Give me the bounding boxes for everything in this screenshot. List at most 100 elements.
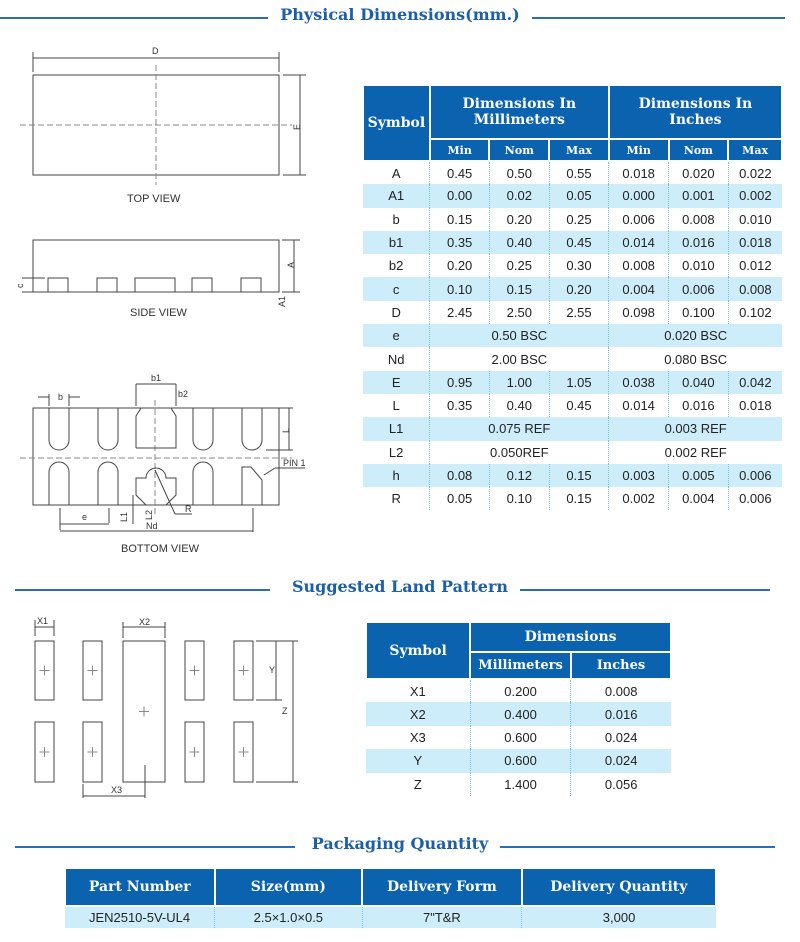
dim-label-b1: b1 <box>151 373 161 383</box>
value-cell: 0.004 <box>608 277 669 301</box>
value-cell: 0.20 <box>548 277 609 301</box>
value-cell: 0.008 <box>668 207 729 231</box>
value-cell: 0.12 <box>488 463 550 488</box>
value-cell: 0.008 <box>570 679 671 703</box>
bottom-view-body <box>32 407 280 506</box>
value-cell: 3,000 <box>521 906 716 928</box>
value-cell: 2.5×1.0×0.5 <box>214 906 363 928</box>
subheader-max: Max <box>727 138 783 162</box>
value-cell: 0.014 <box>608 230 669 255</box>
value-cell: 0.016 <box>668 393 729 418</box>
value-cell: 0.15 <box>548 487 609 511</box>
pad-center-cross-icon <box>238 747 249 757</box>
value-cell: 0.600 <box>469 749 571 773</box>
subheader-max: Max <box>548 138 610 162</box>
header-size-mm-: Size(mm) <box>213 867 364 907</box>
value-cell: 0.15 <box>488 277 550 301</box>
table-row: b2 0.20 0.25 0.30 0.008 0.010 0.012 <box>363 254 782 278</box>
land-label-x1: X1 <box>37 616 48 626</box>
table-row: b 0.15 0.20 0.25 0.006 0.008 0.010 <box>363 207 782 231</box>
header-symbol: Symbol <box>364 621 472 680</box>
value-cell: 0.50 <box>488 161 550 185</box>
value-cell: 0.006 <box>727 487 782 511</box>
land-pad <box>233 721 254 783</box>
value-cell: 0.008 <box>727 277 782 301</box>
header-symbol: Symbol <box>362 84 431 162</box>
value-cell: 0.00 <box>429 184 490 208</box>
dimensions-table: Symbol Dimensions In Millimeters Dimensi… <box>362 84 784 511</box>
header-inches: Dimensions In Inches <box>607 84 784 140</box>
header-inches: Inches <box>569 651 673 680</box>
symbol-cell: A <box>391 165 401 181</box>
pad-center-cross-icon <box>238 665 249 676</box>
value-cell: 7"T&R <box>361 906 522 928</box>
table-row: e 0.50 BSC 0.020 BSC <box>363 324 782 348</box>
value-cell: 0.15 <box>548 463 609 488</box>
value-cell: 0.25 <box>548 207 609 231</box>
table-row: A 0.45 0.50 0.55 0.018 0.020 0.022 <box>363 161 782 185</box>
value-cell: 0.45 <box>548 230 609 255</box>
value-cell-mm: 0.50 BSC <box>429 324 609 348</box>
table-row: b1 0.35 0.40 0.45 0.014 0.016 0.018 <box>363 230 782 255</box>
value-cell: 0.100 <box>668 300 729 325</box>
value-cell-mm: 2.00 BSC <box>429 347 609 371</box>
dim-label-a: A <box>286 262 296 268</box>
land-pattern-table: Symbol Dimensions Millimeters Inches X1 0… <box>364 621 673 796</box>
header-delivery-quantity: Delivery Quantity <box>520 867 718 907</box>
value-cell: 0.014 <box>608 393 669 418</box>
value-cell: 0.024 <box>570 749 671 773</box>
land-label-x2: X2 <box>139 617 150 627</box>
symbol-cell: X2 <box>366 702 471 726</box>
pad-center-cross-icon <box>39 665 50 676</box>
land-pad <box>184 640 205 701</box>
value-cell: 0.10 <box>429 277 490 301</box>
value-cell: 0.018 <box>608 161 669 185</box>
pad-center-cross-icon <box>189 747 200 757</box>
symbol-cell: e <box>363 324 430 348</box>
value-cell-in: 0.020 BSC <box>608 324 782 348</box>
value-cell-in: 0.002 REF <box>608 440 782 464</box>
value-cell: 0.006 <box>608 207 669 231</box>
value-cell: 0.102 <box>727 300 782 325</box>
symbol-cell: b2 <box>388 258 404 274</box>
value-cell: 0.40 <box>488 393 550 418</box>
value-cell: JEN2510-5V-UL4 <box>65 906 215 928</box>
value-cell: 0.05 <box>429 487 490 511</box>
table-row: Y 0.600 0.024 <box>366 749 671 773</box>
symbol-cell: b1 <box>363 230 430 255</box>
symbol-cell: h <box>363 463 430 488</box>
value-cell: 0.020 <box>668 161 729 185</box>
value-cell: 0.018 <box>727 393 782 418</box>
table-row: Z 1.400 0.056 <box>366 772 671 796</box>
subheader-nom: Nom <box>667 138 730 162</box>
packaging-table: Part Number Size(mm) Delivery Form Delivery… <box>64 867 718 928</box>
value-cell: 0.010 <box>727 207 782 231</box>
section-title: Physical Dimensions(mm.) <box>268 5 532 24</box>
land-pad <box>233 640 254 701</box>
table-row: X1 0.200 0.008 <box>366 679 671 703</box>
value-cell: 0.024 <box>570 725 671 750</box>
land-pad <box>122 640 166 783</box>
table-row: R 0.05 0.10 0.15 0.002 0.004 0.006 <box>363 487 782 511</box>
pad-center-cross-icon <box>189 665 200 676</box>
land-pad <box>34 640 55 701</box>
section-title: Suggested Land Pattern <box>279 577 521 596</box>
pad-center-cross-icon <box>139 706 149 717</box>
land-pad <box>82 721 103 783</box>
symbol-cell: b <box>392 211 400 227</box>
table-row: X3 0.600 0.024 <box>366 725 671 750</box>
dim-label-d: D <box>152 46 159 56</box>
pad-center-cross-icon <box>39 747 50 757</box>
value-cell-in: 0.003 REF <box>608 417 782 441</box>
value-cell: 0.000 <box>608 184 669 208</box>
section-title: Packaging Quantity <box>299 834 501 853</box>
dim-label-e: E <box>292 124 302 130</box>
table-row: L2 0.050REF 0.002 REF <box>363 440 782 464</box>
value-cell: 0.018 <box>727 230 782 255</box>
value-cell: 0.040 <box>668 370 729 394</box>
value-cell: 0.006 <box>668 277 729 301</box>
value-cell: 0.20 <box>488 207 550 231</box>
value-cell: 0.55 <box>548 161 609 185</box>
top-view-label: TOP VIEW <box>127 193 181 205</box>
value-cell: 0.001 <box>668 184 729 208</box>
